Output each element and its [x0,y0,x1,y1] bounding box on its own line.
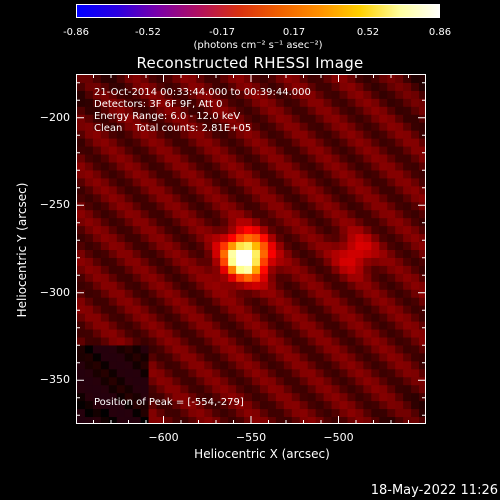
y-axis-label: Heliocentric Y (arcsec) [15,183,29,318]
y-tick-label: −200 [40,111,70,124]
x-tick-label: −550 [236,431,266,444]
y-tick-label: −350 [40,373,70,386]
x-tick-label: −500 [323,431,353,444]
y-tick-label: −250 [40,198,70,211]
y-tick-label: −300 [40,286,70,299]
x-axis-label: Heliocentric X (arcsec) [194,447,330,461]
timestamp: 18-May-2022 11:26 [371,483,498,498]
x-tick-label: −600 [148,431,178,444]
